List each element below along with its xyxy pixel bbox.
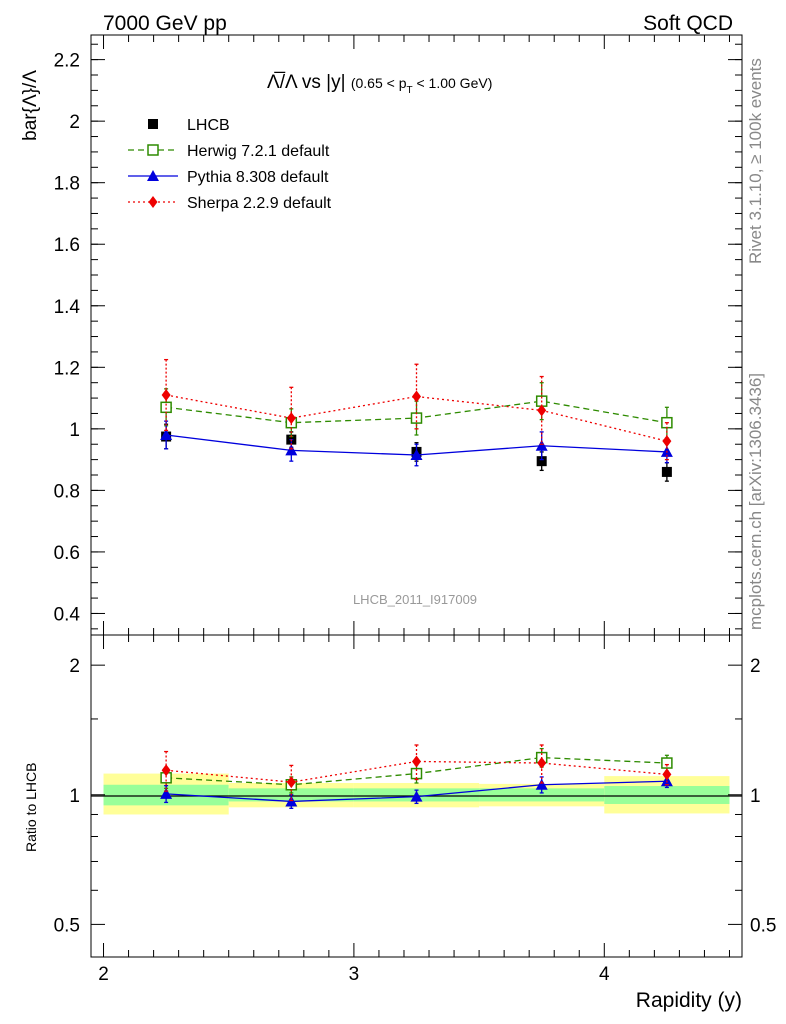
header-right: Soft QCD bbox=[643, 12, 733, 35]
ratio-data-point bbox=[160, 787, 173, 799]
legend-label: Pythia 8.308 default bbox=[187, 169, 329, 186]
ratio-data-point bbox=[412, 755, 421, 768]
x-axis-label: Rapidity (y) bbox=[636, 989, 742, 1012]
main-data-point bbox=[535, 439, 548, 451]
header-left: 7000 GeV pp bbox=[103, 12, 227, 35]
uncertainty-band-green bbox=[479, 788, 605, 802]
y-tick-label: 0.6 bbox=[54, 543, 80, 564]
y-tick-label: 1.2 bbox=[54, 358, 80, 379]
main-data-point bbox=[661, 466, 672, 477]
rivet-info: Rivet 3.1.10, ≥ 100k events bbox=[746, 58, 765, 264]
ratio-y-tick-label-right: 1 bbox=[750, 786, 761, 807]
x-tick-label: 3 bbox=[349, 964, 360, 985]
ratio-data-point bbox=[410, 790, 423, 802]
ratio-series-2 bbox=[161, 744, 672, 802]
legend-label: Sherpa 2.2.9 default bbox=[187, 195, 332, 212]
main-data-point bbox=[160, 429, 173, 440]
ratio-y-tick-label: 2 bbox=[69, 656, 80, 677]
chart-title-range-sub: T bbox=[406, 85, 412, 96]
main-data-point bbox=[412, 390, 421, 403]
y-tick-label: 0.4 bbox=[54, 604, 81, 625]
y-tick-label: 1.4 bbox=[54, 297, 81, 318]
chart-title-range-post: < 1.00 GeV) bbox=[413, 75, 493, 91]
main-data-point bbox=[161, 389, 171, 401]
ratio-y-tick-label-right: 0.5 bbox=[750, 915, 776, 936]
ratio-y-tick-label: 0.5 bbox=[54, 915, 80, 936]
main-series-2 bbox=[160, 420, 673, 467]
legend-marker bbox=[148, 196, 158, 208]
main-series-group bbox=[160, 358, 673, 482]
ratio-data-point bbox=[161, 764, 171, 777]
main-data-point bbox=[662, 435, 672, 448]
ratio-y-label: Ratio to LHCB bbox=[23, 763, 39, 852]
mcplots-info: mcplots.cern.ch [arXiv:1306.3436] bbox=[746, 373, 765, 630]
legend-label: Herwig 7.2.1 default bbox=[187, 143, 330, 160]
legend-marker bbox=[147, 170, 159, 181]
main-data-point bbox=[410, 449, 423, 460]
main-data-point bbox=[536, 456, 547, 467]
chart-title: Λ̅/Λ vs |y| (0.65 < pT < 1.00 GeV) bbox=[267, 72, 492, 96]
y-tick-label: 1.6 bbox=[54, 235, 80, 256]
main-series-3 bbox=[161, 358, 672, 461]
y-tick-label: 1 bbox=[69, 420, 80, 441]
uncertainty-band-green bbox=[604, 786, 730, 804]
ratio-series-group bbox=[160, 744, 673, 809]
chart-title-range-pre: (0.65 < p bbox=[351, 75, 407, 91]
ratio-axis-ticks: 0.5 0.5 1 1 2 2 2 3 4 bbox=[54, 635, 776, 985]
legend-marker bbox=[147, 144, 159, 156]
ratio-frame bbox=[90, 634, 743, 958]
main-y-label: bar{Λ}/Λ bbox=[20, 70, 41, 141]
y-tick-label: 2 bbox=[69, 112, 80, 133]
main-data-point bbox=[285, 444, 298, 456]
ratio-data-point bbox=[661, 757, 673, 769]
x-tick-label: 2 bbox=[98, 964, 109, 985]
y-tick-label: 0.8 bbox=[54, 481, 80, 502]
x-tick-label: 4 bbox=[599, 964, 610, 985]
y-tick-label: 1.8 bbox=[54, 174, 80, 195]
main-panel: LHCB_2011_I917009 0.4 0.6 0.8 1 1.2 1.4 1.6 1.8… bbox=[20, 34, 743, 636]
legend: LHCB Herwig 7.2.1 default Pythia 8.308 def… bbox=[128, 117, 332, 212]
main-data-point bbox=[286, 412, 296, 425]
y-tick-label: 2.2 bbox=[54, 51, 80, 72]
ratio-y-tick-label-right: 2 bbox=[750, 656, 761, 677]
ratio-data-point bbox=[537, 757, 547, 770]
main-data-point bbox=[537, 404, 547, 417]
watermark: LHCB_2011_I917009 bbox=[353, 592, 477, 607]
ratio-data-point bbox=[662, 768, 672, 781]
ratio-data-point bbox=[286, 776, 296, 789]
ratio-data-point bbox=[535, 778, 548, 790]
legend-label: LHCB bbox=[187, 117, 230, 134]
main-axis-ticks: 0.4 0.6 0.8 1 1.2 1.4 1.6 1.8 2 2.2 bbox=[54, 35, 742, 635]
legend-marker bbox=[148, 119, 158, 129]
chart-title-main: Λ̅/Λ vs |y| bbox=[267, 72, 346, 93]
ratio-y-tick-label: 1 bbox=[69, 786, 80, 807]
ratio-panel: 0.5 0.5 1 1 2 2 2 3 4 Ratio to LHCB Rapidity (y) bbox=[23, 634, 776, 1012]
